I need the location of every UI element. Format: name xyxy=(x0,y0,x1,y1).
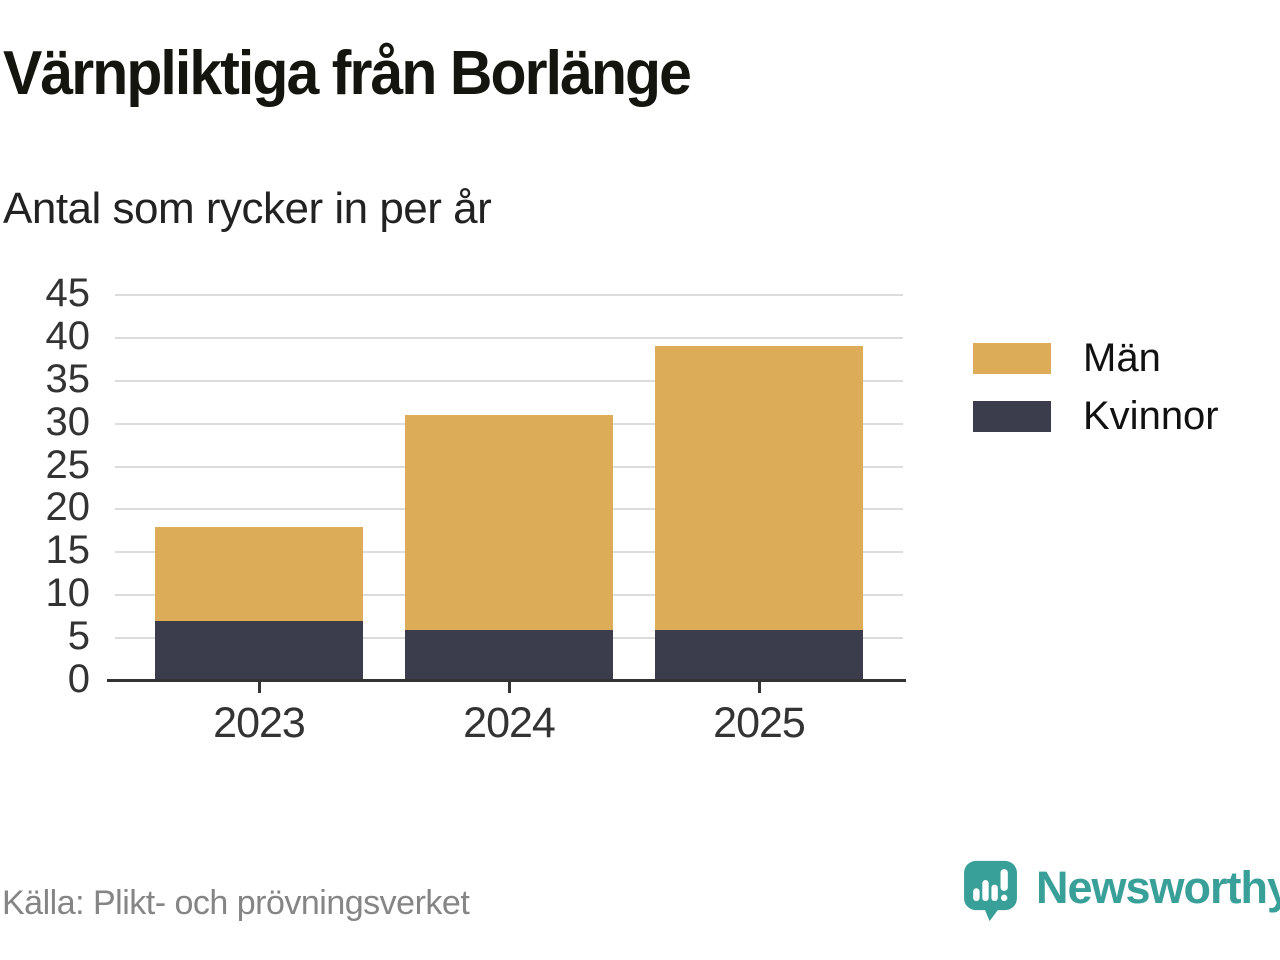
gridline-y-35 xyxy=(115,379,903,382)
y-tick-label-20: 20 xyxy=(45,485,91,530)
x-tick-2025 xyxy=(758,682,761,693)
x-tick-2024 xyxy=(508,682,511,693)
chart-subtitle: Antal som rycker in per år xyxy=(3,184,492,233)
brand-logo: Newsworthy xyxy=(963,860,1280,927)
legend-label-women: Kvinnor xyxy=(1083,394,1219,438)
bar-2025 xyxy=(655,295,863,681)
newsworthy-speech-bubble-chart-icon xyxy=(963,860,1018,927)
x-tick-label-2024: 2024 xyxy=(463,699,556,747)
y-tick-label-15: 15 xyxy=(45,528,91,573)
x-tick-label-2025: 2025 xyxy=(713,699,806,747)
y-tick-label-5: 5 xyxy=(67,614,90,659)
legend-item-men: Män xyxy=(973,336,1161,381)
x-tick-2023 xyxy=(258,682,261,693)
bar-segment-2023-män xyxy=(155,526,363,621)
y-tick-label-35: 35 xyxy=(45,356,91,401)
y-tick-label-45: 45 xyxy=(45,271,91,315)
chart-title: Värnpliktiga från Borlänge xyxy=(3,39,692,108)
y-tick-label-30: 30 xyxy=(45,399,91,444)
gridline-y-40 xyxy=(115,336,903,339)
x-tick-label-2023: 2023 xyxy=(213,699,306,747)
bar-2023 xyxy=(155,295,363,681)
bar-segment-2024-kvinnor xyxy=(405,629,613,681)
bar-segment-2023-kvinnor xyxy=(155,620,363,681)
gridline-y-45 xyxy=(115,294,903,296)
legend-label-men: Män xyxy=(1083,336,1161,380)
x-axis-line xyxy=(107,679,906,682)
y-tick-label-40: 40 xyxy=(45,313,91,358)
y-tick-label-10: 10 xyxy=(45,571,91,616)
plot-area xyxy=(115,294,903,681)
y-tick-label-0: 0 xyxy=(67,657,90,701)
brand-name: Newsworthy xyxy=(1036,862,1280,913)
bar-segment-2025-män xyxy=(655,346,863,630)
source-note: Källa: Plikt- och prövningsverket xyxy=(2,884,470,922)
legend-swatch-men xyxy=(973,343,1051,374)
bar-segment-2024-män xyxy=(405,415,613,630)
legend-swatch-women xyxy=(973,401,1051,432)
legend-item-women: Kvinnor xyxy=(973,394,1219,439)
bar-2024 xyxy=(405,295,613,681)
y-tick-label-25: 25 xyxy=(45,442,91,487)
bar-segment-2025-kvinnor xyxy=(655,629,863,681)
